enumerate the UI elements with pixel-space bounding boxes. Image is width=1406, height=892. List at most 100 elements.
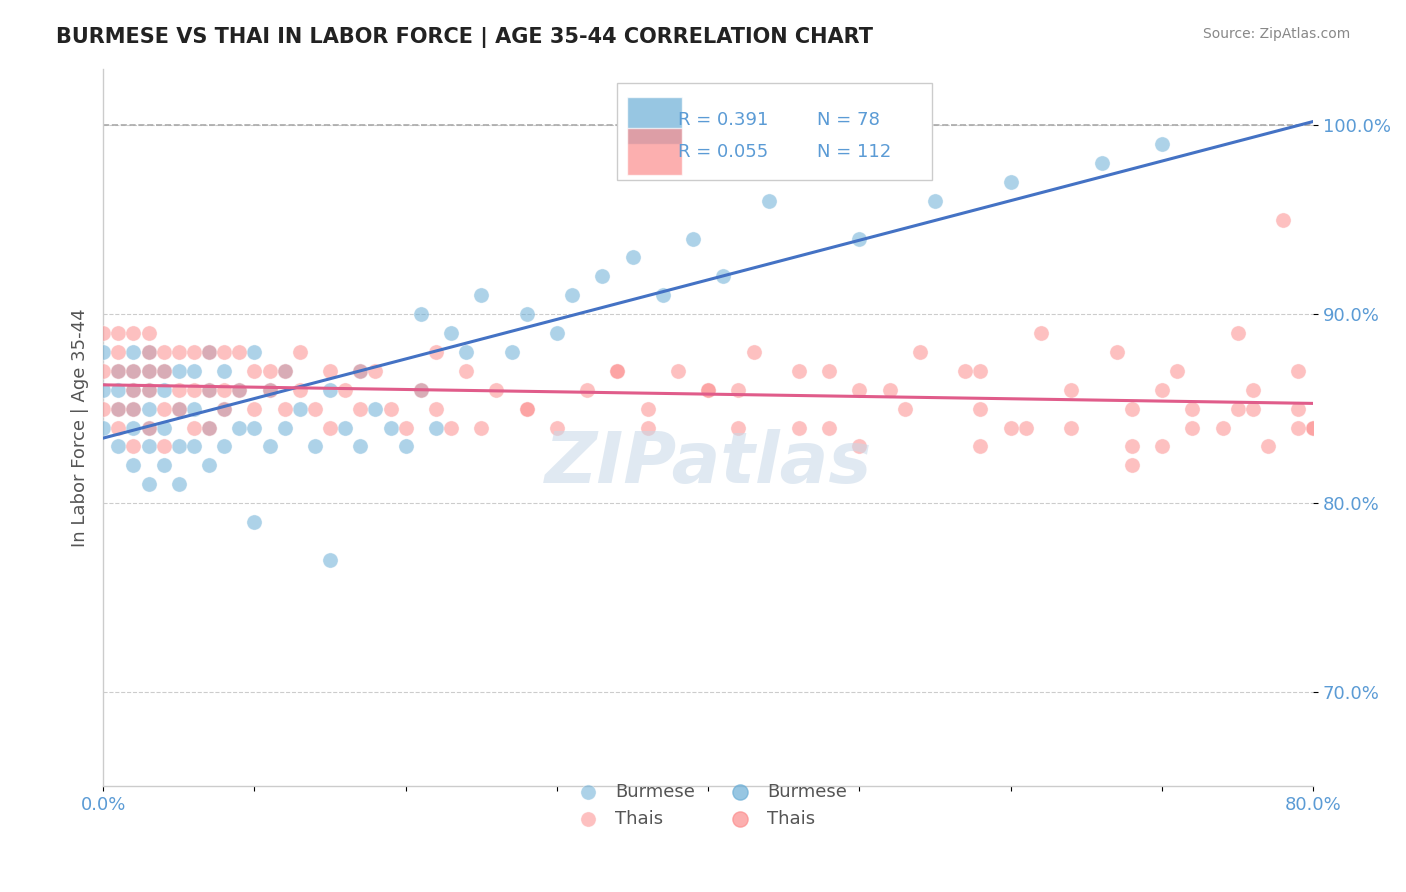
Thais bbox=[409, 383, 432, 397]
Burmese bbox=[243, 515, 266, 529]
Burmese bbox=[152, 364, 174, 378]
Thais bbox=[243, 364, 266, 378]
Burmese bbox=[91, 345, 114, 359]
Thais bbox=[183, 383, 205, 397]
Burmese bbox=[138, 477, 160, 491]
Burmese bbox=[395, 439, 418, 453]
Burmese bbox=[319, 383, 342, 397]
Thais bbox=[198, 383, 221, 397]
Burmese bbox=[924, 194, 946, 208]
Thais bbox=[969, 401, 991, 416]
Thais bbox=[167, 401, 190, 416]
Thais bbox=[273, 401, 295, 416]
Burmese bbox=[546, 326, 568, 340]
Thais bbox=[212, 345, 235, 359]
Thais bbox=[955, 364, 977, 378]
Burmese bbox=[1000, 175, 1022, 189]
Burmese bbox=[243, 345, 266, 359]
Thais bbox=[440, 420, 463, 434]
Burmese bbox=[91, 383, 114, 397]
Burmese bbox=[273, 420, 295, 434]
Burmese bbox=[470, 288, 492, 302]
Burmese bbox=[682, 231, 704, 245]
Y-axis label: In Labor Force | Age 35-44: In Labor Force | Age 35-44 bbox=[72, 309, 89, 547]
Thais bbox=[138, 420, 160, 434]
Burmese bbox=[183, 401, 205, 416]
Thais bbox=[848, 383, 870, 397]
Thais bbox=[516, 401, 538, 416]
Thais bbox=[1286, 364, 1309, 378]
Thais bbox=[1257, 439, 1279, 453]
Thais bbox=[364, 364, 387, 378]
Text: BURMESE VS THAI IN LABOR FORCE | AGE 35-44 CORRELATION CHART: BURMESE VS THAI IN LABOR FORCE | AGE 35-… bbox=[56, 27, 873, 48]
Legend: Burmese, Thais, Burmese, Thais: Burmese, Thais, Burmese, Thais bbox=[562, 775, 853, 835]
Burmese bbox=[152, 458, 174, 473]
Thais bbox=[1150, 383, 1173, 397]
Burmese bbox=[107, 364, 129, 378]
Thais bbox=[228, 383, 250, 397]
Burmese bbox=[122, 364, 145, 378]
Thais bbox=[848, 439, 870, 453]
Thais bbox=[152, 439, 174, 453]
Thais bbox=[122, 326, 145, 340]
Thais bbox=[666, 364, 689, 378]
Thais bbox=[1181, 401, 1204, 416]
Burmese bbox=[167, 439, 190, 453]
Thais bbox=[243, 401, 266, 416]
Burmese bbox=[349, 439, 371, 453]
Thais bbox=[546, 420, 568, 434]
Thais bbox=[1121, 458, 1143, 473]
Burmese bbox=[198, 345, 221, 359]
Thais bbox=[1000, 420, 1022, 434]
Thais bbox=[1150, 439, 1173, 453]
Thais bbox=[259, 383, 281, 397]
Thais bbox=[787, 420, 810, 434]
Thais bbox=[138, 345, 160, 359]
Thais bbox=[1302, 420, 1324, 434]
Burmese bbox=[848, 231, 870, 245]
Burmese bbox=[349, 364, 371, 378]
Burmese bbox=[107, 401, 129, 416]
Thais bbox=[138, 326, 160, 340]
FancyBboxPatch shape bbox=[617, 83, 932, 180]
Thais bbox=[742, 345, 765, 359]
Thais bbox=[349, 364, 371, 378]
Burmese bbox=[107, 439, 129, 453]
Text: N = 112: N = 112 bbox=[817, 143, 891, 161]
Thais bbox=[1241, 383, 1264, 397]
Thais bbox=[1181, 420, 1204, 434]
Burmese bbox=[1090, 156, 1112, 170]
Burmese bbox=[456, 345, 478, 359]
Thais bbox=[91, 326, 114, 340]
Thais bbox=[198, 420, 221, 434]
FancyBboxPatch shape bbox=[627, 97, 682, 144]
Thais bbox=[91, 364, 114, 378]
Burmese bbox=[167, 401, 190, 416]
Burmese bbox=[364, 401, 387, 416]
Thais bbox=[1272, 212, 1295, 227]
Burmese bbox=[1150, 137, 1173, 152]
Thais bbox=[107, 420, 129, 434]
Burmese bbox=[138, 345, 160, 359]
Thais bbox=[456, 364, 478, 378]
Text: ZIPatlas: ZIPatlas bbox=[544, 429, 872, 498]
Burmese bbox=[561, 288, 583, 302]
Burmese bbox=[304, 439, 326, 453]
Thais bbox=[333, 383, 356, 397]
Burmese bbox=[516, 307, 538, 321]
Thais bbox=[818, 364, 841, 378]
Burmese bbox=[228, 383, 250, 397]
Thais bbox=[637, 420, 659, 434]
Burmese bbox=[425, 420, 447, 434]
Thais bbox=[516, 401, 538, 416]
Thais bbox=[152, 401, 174, 416]
Thais bbox=[606, 364, 628, 378]
Thais bbox=[167, 383, 190, 397]
Burmese bbox=[621, 251, 644, 265]
Thais bbox=[395, 420, 418, 434]
Thais bbox=[122, 439, 145, 453]
Thais bbox=[122, 383, 145, 397]
Thais bbox=[1060, 383, 1083, 397]
Thais bbox=[1105, 345, 1128, 359]
Burmese bbox=[122, 458, 145, 473]
